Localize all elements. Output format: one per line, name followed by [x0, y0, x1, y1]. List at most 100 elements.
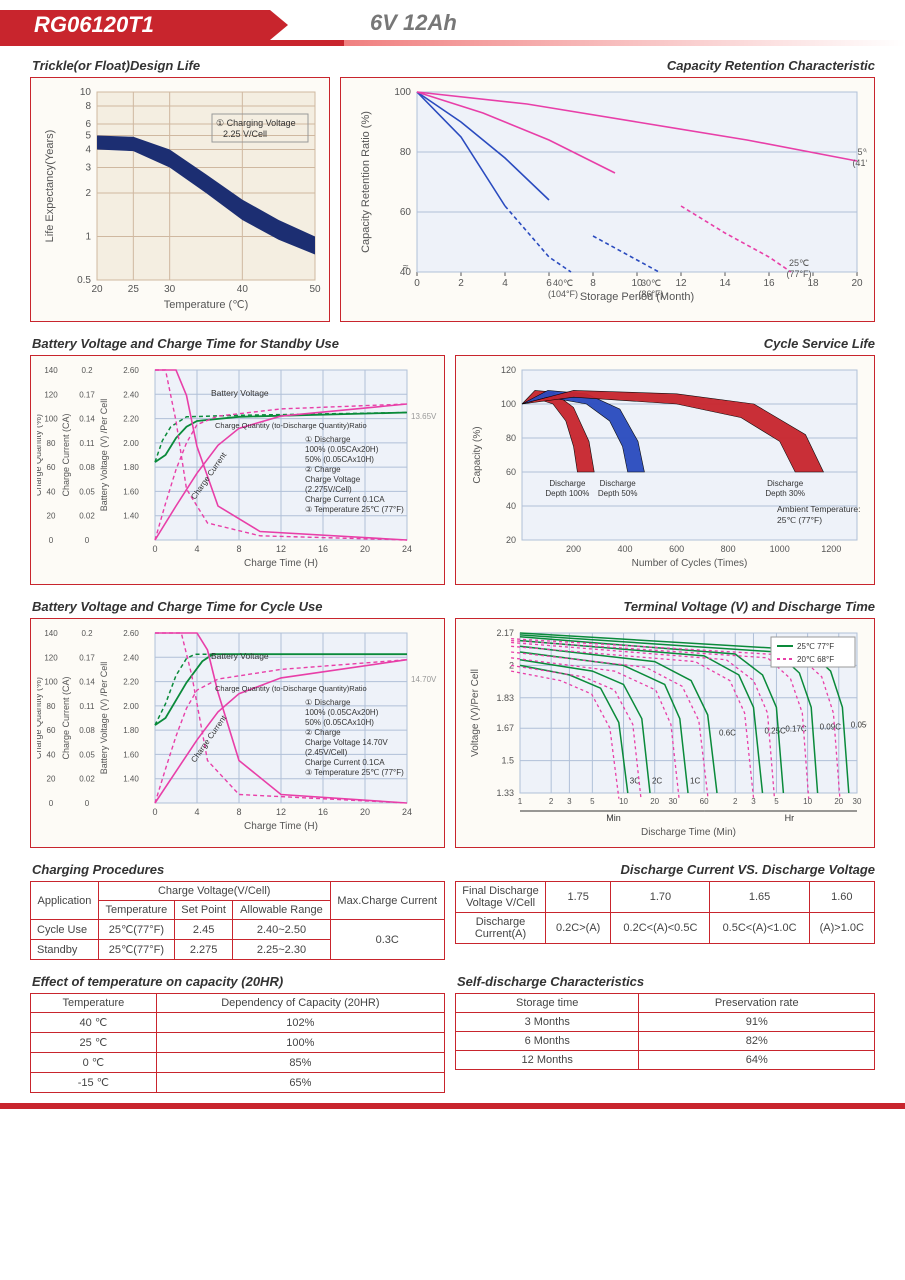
svg-text:Battery Voltage (V) /Per Cell: Battery Voltage (V) /Per Cell: [99, 399, 109, 512]
dcdv-table: Final Discharge Voltage V/Cell1.751.701.…: [455, 881, 875, 944]
svg-text:(2.45V/Cell): (2.45V/Cell): [305, 748, 348, 757]
svg-text:0.5: 0.5: [77, 275, 91, 286]
svg-text:50% (0.05CAx10H): 50% (0.05CAx10H): [305, 455, 374, 464]
svg-text:140: 140: [44, 366, 58, 375]
svg-text:3: 3: [85, 163, 91, 174]
svg-text:100: 100: [501, 399, 516, 409]
svg-text:0: 0: [414, 278, 420, 289]
svg-text:Charge Time (H): Charge Time (H): [244, 821, 318, 832]
svg-text:25: 25: [128, 284, 140, 295]
footer-bar: [0, 1103, 905, 1109]
svg-text:24: 24: [402, 807, 412, 817]
svg-text:Charge Time (H): Charge Time (H): [244, 558, 318, 569]
svg-text:12: 12: [276, 807, 286, 817]
svg-text:1.80: 1.80: [123, 463, 139, 472]
svg-text:400: 400: [618, 544, 633, 554]
svg-text:20: 20: [91, 284, 103, 295]
svg-text:0.14: 0.14: [79, 678, 95, 687]
svg-text:Charge Voltage 14.70V: Charge Voltage 14.70V: [305, 738, 388, 747]
svg-text:Charge Voltage: Charge Voltage: [305, 475, 361, 484]
svg-text:0: 0: [85, 536, 90, 545]
chart6-title: Terminal Voltage (V) and Discharge Time: [457, 599, 875, 614]
svg-text:(77°F): (77°F): [786, 269, 811, 279]
svg-text:Ambient Temperature:: Ambient Temperature:: [777, 504, 860, 514]
svg-text:Charge Current (CA): Charge Current (CA): [61, 413, 71, 496]
svg-text:Temperature (℃): Temperature (℃): [164, 299, 249, 311]
svg-text:Storage Period (Month): Storage Period (Month): [580, 291, 694, 303]
svg-text:5: 5: [85, 130, 91, 141]
header: RG06120T1 6V 12Ah: [30, 10, 875, 46]
svg-text:Voltage (V)/Per Cell: Voltage (V)/Per Cell: [470, 669, 481, 757]
svg-text:2: 2: [458, 278, 464, 289]
svg-text:8: 8: [590, 278, 596, 289]
svg-text:5℃: 5℃: [857, 147, 867, 157]
svg-text:20: 20: [360, 544, 370, 554]
chart1: 20253040500.5123456810Temperature (℃)Lif…: [30, 77, 330, 322]
svg-text:40: 40: [506, 501, 516, 511]
svg-text:30: 30: [668, 797, 677, 806]
svg-text:② Charge: ② Charge: [305, 465, 341, 474]
svg-text:Charge Current (CA): Charge Current (CA): [61, 676, 71, 759]
temp-table: TemperatureDependency of Capacity (20HR)…: [30, 993, 445, 1093]
chart2: 02468101214161820406080100≈40℃(104°F)30℃…: [340, 77, 875, 322]
chart1-title: Trickle(or Float)Design Life: [32, 58, 330, 73]
svg-text:Depth 100%: Depth 100%: [545, 489, 589, 498]
svg-text:Depth 50%: Depth 50%: [598, 489, 638, 498]
svg-text:2.25 V/Cell: 2.25 V/Cell: [223, 129, 267, 139]
svg-text:80: 80: [47, 439, 56, 448]
svg-text:40: 40: [47, 487, 56, 496]
svg-text:Depth 30%: Depth 30%: [765, 489, 805, 498]
svg-text:5: 5: [590, 797, 595, 806]
svg-text:20: 20: [851, 278, 863, 289]
svg-text:Number of Cycles (Times): Number of Cycles (Times): [632, 558, 748, 569]
svg-text:100: 100: [44, 415, 58, 424]
svg-text:4: 4: [85, 145, 91, 156]
svg-text:20℃ 68°F: 20℃ 68°F: [797, 655, 834, 664]
svg-text:0: 0: [49, 799, 54, 808]
svg-text:120: 120: [501, 365, 516, 375]
svg-text:8: 8: [236, 544, 241, 554]
svg-text:Discharge Time (Min): Discharge Time (Min): [641, 827, 736, 838]
svg-text:6: 6: [85, 119, 91, 130]
svg-text:80: 80: [400, 147, 412, 158]
svg-text:4: 4: [502, 278, 508, 289]
chart4: 2004006008001000120020406080100120Discha…: [455, 355, 875, 585]
svg-text:120: 120: [44, 390, 58, 399]
chart5-title: Battery Voltage and Charge Time for Cycl…: [32, 599, 445, 614]
svg-text:60: 60: [47, 726, 56, 735]
svg-text:2.00: 2.00: [123, 439, 139, 448]
chart3: 0481216202400200.021.40400.051.60600.081…: [30, 355, 445, 585]
svg-text:30: 30: [853, 797, 862, 806]
svg-text:30: 30: [164, 284, 176, 295]
svg-text:2: 2: [85, 188, 91, 199]
svg-text:2.40: 2.40: [123, 390, 139, 399]
svg-text:① Discharge: ① Discharge: [305, 698, 351, 707]
svg-text:40: 40: [47, 750, 56, 759]
svg-text:50: 50: [309, 284, 321, 295]
svg-text:20: 20: [47, 775, 56, 784]
svg-text:24: 24: [402, 544, 412, 554]
svg-text:1200: 1200: [821, 544, 841, 554]
svg-text:Min: Min: [606, 813, 621, 823]
svg-text:0.11: 0.11: [80, 439, 96, 448]
svg-text:3: 3: [751, 797, 756, 806]
svg-text:0: 0: [49, 536, 54, 545]
svg-text:4: 4: [194, 807, 199, 817]
svg-text:40: 40: [237, 284, 249, 295]
tbl-temp-title: Effect of temperature on capacity (20HR): [32, 974, 445, 989]
svg-text:20: 20: [650, 797, 659, 806]
svg-text:80: 80: [47, 702, 56, 711]
svg-text:1.83: 1.83: [496, 693, 514, 703]
svg-text:120: 120: [44, 653, 58, 662]
svg-text:600: 600: [669, 544, 684, 554]
svg-text:1.33: 1.33: [496, 788, 514, 798]
svg-text:2.00: 2.00: [123, 702, 139, 711]
svg-text:0.17: 0.17: [79, 390, 95, 399]
svg-text:0.05: 0.05: [79, 750, 95, 759]
svg-text:1000: 1000: [770, 544, 790, 554]
svg-text:0.02: 0.02: [79, 512, 95, 521]
svg-text:2C: 2C: [652, 777, 662, 786]
charging-table: ApplicationCharge Voltage(V/Cell)Max.Cha…: [30, 881, 445, 960]
svg-text:1.60: 1.60: [123, 750, 139, 759]
svg-text:2: 2: [549, 797, 554, 806]
